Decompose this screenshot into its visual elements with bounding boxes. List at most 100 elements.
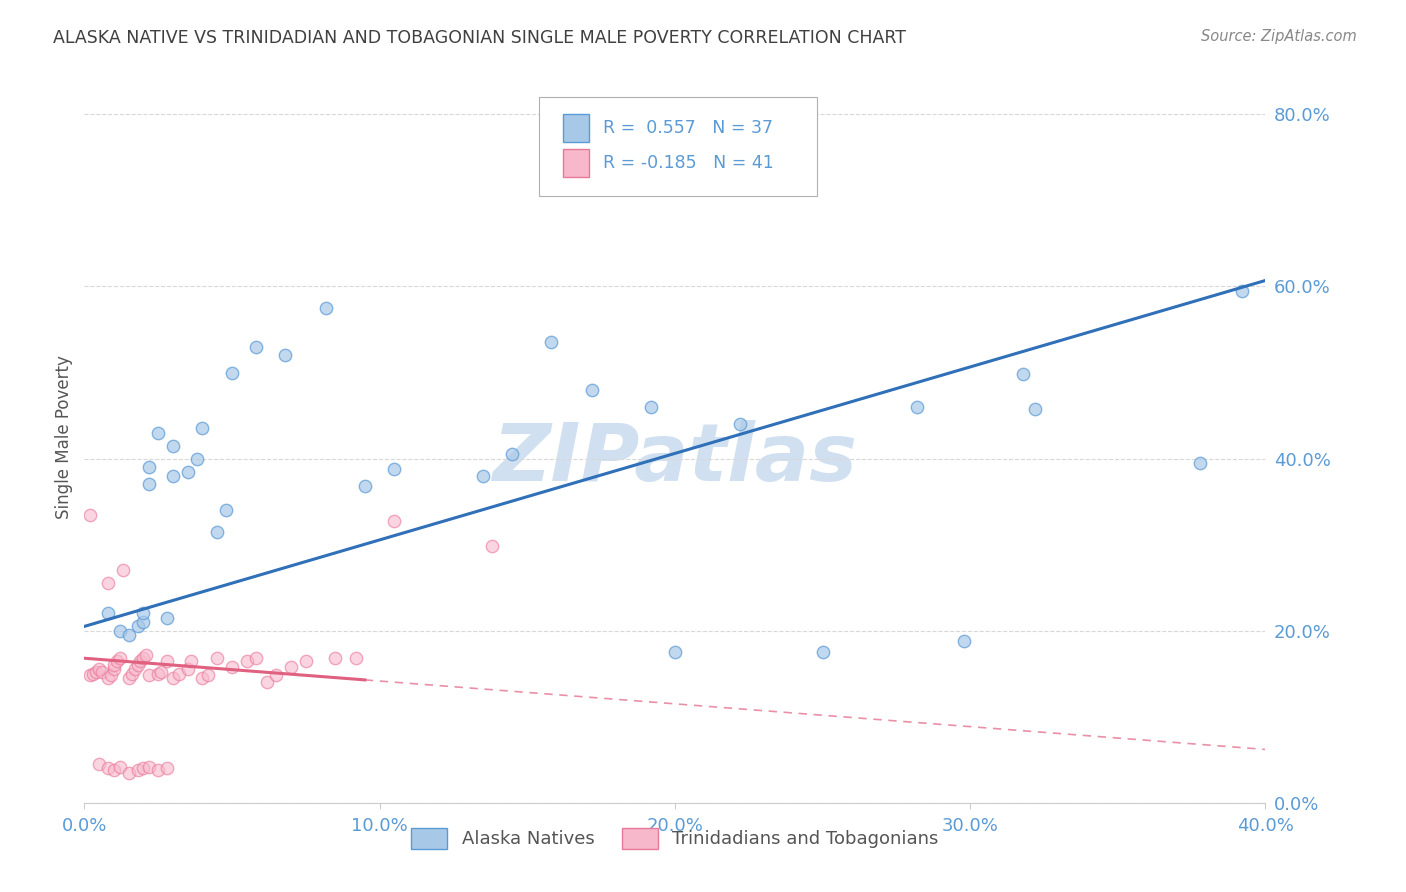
- Point: [118, 671, 141, 685]
- Point: [1024, 401, 1046, 416]
- Point: [97, 671, 120, 685]
- Point: [132, 761, 155, 775]
- Point: [127, 619, 149, 633]
- Point: [207, 651, 229, 665]
- Point: [177, 465, 200, 479]
- Point: [728, 417, 751, 432]
- Point: [118, 628, 141, 642]
- Text: ALASKA NATIVE VS TRINIDADIAN AND TOBAGONIAN SINGLE MALE POVERTY CORRELATION CHAR: ALASKA NATIVE VS TRINIDADIAN AND TOBAGON…: [53, 29, 907, 46]
- Point: [108, 759, 131, 773]
- Point: [79, 668, 101, 682]
- Point: [664, 645, 686, 659]
- Point: [382, 462, 406, 476]
- Point: [97, 576, 120, 591]
- Point: [186, 451, 208, 466]
- Point: [162, 468, 184, 483]
- Point: [138, 668, 160, 682]
- Point: [132, 615, 155, 629]
- Point: [1189, 456, 1212, 470]
- Point: [100, 668, 122, 682]
- Point: [191, 671, 214, 685]
- Point: [84, 665, 107, 679]
- Point: [87, 757, 111, 772]
- Point: [156, 761, 179, 775]
- Point: [245, 651, 267, 665]
- FancyBboxPatch shape: [562, 114, 589, 142]
- Point: [121, 666, 143, 681]
- Point: [207, 524, 229, 539]
- Point: [118, 765, 141, 780]
- Point: [180, 654, 202, 668]
- Point: [215, 503, 238, 517]
- Point: [150, 665, 173, 679]
- Point: [266, 668, 288, 682]
- Point: [108, 651, 131, 665]
- Point: [236, 654, 259, 668]
- Point: [811, 645, 834, 659]
- Point: [354, 479, 377, 493]
- Point: [162, 671, 184, 685]
- Point: [97, 607, 120, 621]
- Point: [640, 400, 662, 414]
- Point: [1012, 368, 1035, 382]
- Point: [245, 340, 267, 354]
- Point: [103, 763, 125, 777]
- Point: [138, 477, 160, 491]
- Point: [1230, 284, 1253, 298]
- Text: Source: ZipAtlas.com: Source: ZipAtlas.com: [1201, 29, 1357, 44]
- Point: [156, 611, 179, 625]
- Point: [315, 301, 337, 315]
- Point: [82, 666, 104, 681]
- Point: [132, 651, 155, 665]
- FancyBboxPatch shape: [538, 97, 817, 195]
- Point: [108, 624, 131, 638]
- Point: [138, 460, 160, 475]
- Point: [148, 666, 170, 681]
- Point: [138, 759, 160, 773]
- Point: [540, 335, 562, 350]
- Point: [87, 662, 111, 676]
- FancyBboxPatch shape: [562, 149, 589, 177]
- Point: [167, 666, 190, 681]
- Point: [197, 668, 219, 682]
- Text: R =  0.557   N = 37: R = 0.557 N = 37: [603, 119, 773, 136]
- Point: [91, 665, 114, 679]
- Point: [148, 763, 170, 777]
- Point: [124, 662, 146, 676]
- Point: [274, 348, 297, 362]
- Text: ZIPatlas: ZIPatlas: [492, 420, 858, 498]
- Point: [127, 658, 149, 673]
- Y-axis label: Single Male Poverty: Single Male Poverty: [55, 355, 73, 519]
- Point: [103, 662, 125, 676]
- Point: [127, 763, 149, 777]
- Point: [105, 654, 128, 668]
- Point: [344, 651, 367, 665]
- Point: [156, 654, 179, 668]
- Point: [97, 761, 120, 775]
- Point: [280, 660, 302, 674]
- Point: [295, 654, 318, 668]
- Point: [221, 366, 243, 380]
- Text: R = -0.185   N = 41: R = -0.185 N = 41: [603, 153, 773, 172]
- Point: [79, 508, 101, 522]
- Point: [481, 540, 503, 554]
- Point: [132, 607, 155, 621]
- Point: [135, 648, 157, 662]
- Point: [103, 658, 125, 673]
- Legend: Alaska Natives, Trinidadians and Tobagonians: Alaska Natives, Trinidadians and Tobagon…: [404, 821, 946, 856]
- Point: [905, 400, 928, 414]
- Point: [501, 447, 523, 461]
- Point: [256, 675, 278, 690]
- Point: [177, 662, 200, 676]
- Point: [162, 439, 184, 453]
- Point: [953, 634, 976, 648]
- Point: [472, 468, 495, 483]
- Point: [382, 514, 406, 528]
- Point: [148, 425, 170, 440]
- Point: [221, 660, 243, 674]
- Point: [191, 421, 214, 435]
- Point: [129, 654, 152, 668]
- Point: [325, 651, 347, 665]
- Point: [111, 564, 134, 578]
- Point: [581, 383, 603, 397]
